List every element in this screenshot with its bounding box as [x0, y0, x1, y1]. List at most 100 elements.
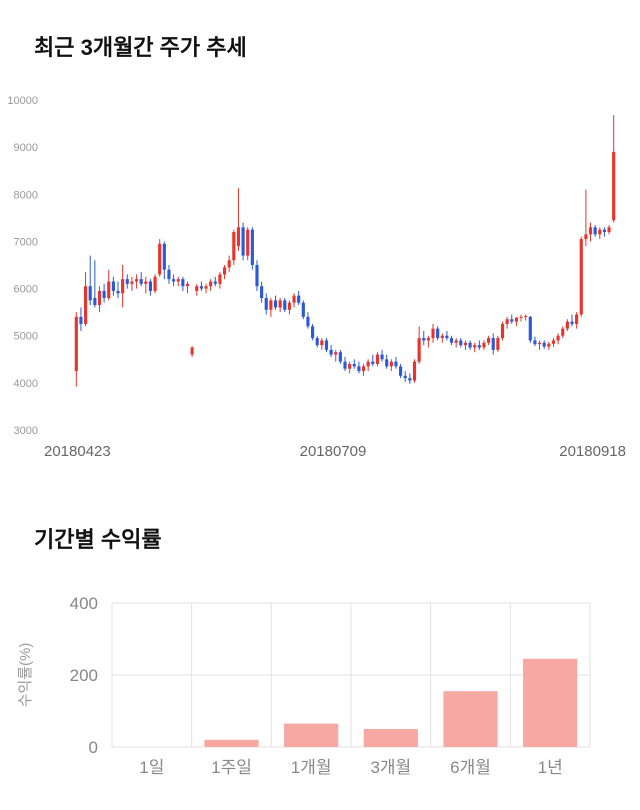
candle-body: [575, 314, 579, 324]
candle-body: [542, 342, 546, 347]
candle-body: [422, 338, 426, 341]
candle-body: [551, 340, 556, 344]
candle-body: [116, 290, 120, 294]
candle-body: [241, 227, 245, 256]
return-bar: [363, 729, 418, 747]
return-bar: [284, 723, 339, 747]
candle-body: [130, 281, 134, 284]
candle-body: [213, 281, 217, 284]
candle-body: [533, 340, 537, 345]
candle-body: [598, 229, 602, 235]
candle-body: [144, 281, 148, 284]
candle-body: [278, 300, 282, 308]
candle-body: [343, 361, 347, 369]
y-tick-label: 5000: [14, 331, 38, 343]
bar-y-axis-label: 수익률(%): [17, 643, 34, 708]
candle-body: [417, 338, 421, 362]
candle-body: [315, 338, 319, 346]
bar-category-label: 1개월: [291, 758, 332, 777]
candle-body: [380, 354, 384, 360]
candle-body: [246, 229, 250, 256]
candle-body: [148, 281, 153, 291]
candle-body: [176, 279, 180, 282]
bar-category-label: 6개월: [450, 758, 491, 777]
candle-body: [366, 361, 370, 367]
candle-body: [190, 347, 194, 355]
bar-category-label: 3개월: [370, 758, 411, 777]
candle-body: [412, 361, 417, 381]
candle-body: [556, 335, 560, 341]
candle-body: [399, 366, 403, 376]
price-chart-title: 최근 3개월간 주가 추세: [34, 35, 247, 60]
candle-body: [111, 281, 115, 291]
candle-body: [88, 286, 92, 301]
candle-body: [334, 352, 338, 355]
candle-body: [273, 300, 278, 308]
candle-body: [607, 227, 611, 232]
candle-body: [93, 298, 97, 306]
bar-category-label: 1년: [538, 758, 563, 777]
candle-body: [260, 286, 264, 298]
candle-body: [389, 361, 393, 367]
candle-body: [565, 321, 569, 329]
candle-body: [394, 361, 398, 367]
candle-body: [283, 300, 287, 310]
candle-body: [431, 328, 435, 339]
candle-body: [297, 295, 301, 303]
candle-body: [125, 279, 129, 284]
candle-body: [236, 227, 241, 247]
y-tick-label: 6000: [14, 284, 38, 296]
candle-body: [348, 364, 352, 369]
candle-body: [264, 298, 268, 310]
candle-body: [172, 279, 176, 282]
bar-y-tick-label: 0: [89, 738, 98, 757]
candle-body: [158, 243, 162, 275]
candle-body: [134, 279, 139, 282]
candle-body: [459, 340, 463, 346]
candle-body: [588, 227, 593, 235]
candle-body: [139, 279, 143, 284]
candle-body: [602, 229, 606, 232]
candle-body: [222, 267, 227, 275]
candle-body: [121, 279, 125, 294]
candle-body: [352, 364, 356, 367]
candle-body: [487, 338, 491, 343]
y-tick-label: 8000: [14, 189, 38, 201]
candle-body: [436, 328, 440, 339]
candle-body: [287, 302, 291, 310]
candle-body: [449, 338, 454, 343]
candle-body: [496, 338, 500, 350]
candle-body: [255, 265, 259, 287]
candle-body: [167, 269, 171, 280]
candle-body: [162, 243, 166, 270]
candle-body: [185, 283, 190, 287]
y-tick-label: 4000: [14, 378, 38, 390]
candle-body: [570, 321, 574, 324]
x-tick-label: 20180918: [559, 443, 626, 460]
x-tick-label: 20180423: [44, 443, 111, 460]
return-bar: [204, 739, 259, 747]
return-bar: [443, 691, 498, 747]
candle-body: [361, 366, 366, 372]
candle-body: [537, 342, 542, 345]
y-tick-label: 9000: [14, 142, 38, 154]
candle-body: [209, 281, 213, 287]
candle-body: [403, 375, 407, 379]
candle-body: [528, 316, 532, 341]
candlestick-chart: 3000 4000 5000 6000 7000 8000 9000 10000 2018042…: [7, 95, 626, 460]
candle-body: [357, 366, 361, 372]
candle-body: [195, 286, 199, 291]
candle-body: [500, 323, 505, 339]
candle-body: [473, 345, 477, 348]
candle-body: [97, 290, 102, 306]
candle-body: [306, 316, 310, 327]
candle-body: [181, 279, 185, 287]
candle-body: [250, 229, 254, 265]
candle-body: [505, 319, 509, 324]
candle-body: [593, 227, 597, 235]
candle-body: [584, 234, 588, 240]
candle-body: [204, 286, 208, 289]
x-tick-label: 20180709: [300, 443, 367, 460]
candle-body: [79, 316, 83, 324]
candle-body: [310, 326, 315, 339]
